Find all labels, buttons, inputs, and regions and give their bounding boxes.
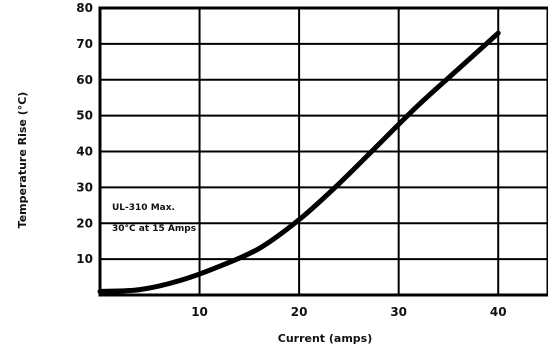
y-tick-label: 10 xyxy=(76,252,93,266)
y-tick-label: 40 xyxy=(76,145,93,159)
x-tick-label: 20 xyxy=(291,305,308,319)
y-axis-label: Temperature Rise (°C) xyxy=(16,92,29,229)
y-tick-label: 80 xyxy=(76,1,93,15)
y-tick-label: 60 xyxy=(76,73,93,87)
x-tick-label: 30 xyxy=(390,305,407,319)
x-tick-label: 40 xyxy=(490,305,507,319)
x-tick-labels: 10 20 30 40 xyxy=(191,305,506,319)
y-tick-label: 30 xyxy=(76,180,93,194)
y-tick-labels: 10 20 30 40 50 60 70 80 xyxy=(76,1,93,266)
annotation-line-1: UL-310 Max. xyxy=(112,203,175,213)
y-tick-label: 50 xyxy=(76,109,93,123)
x-axis-label: Current (amps) xyxy=(278,332,373,345)
annotation-line-2: 30°C at 15 Amps xyxy=(112,224,196,234)
grid-lines xyxy=(100,7,548,295)
series-group xyxy=(97,30,501,294)
y-tick-label: 70 xyxy=(76,37,93,51)
series-line xyxy=(97,30,501,294)
y-tick-label: 20 xyxy=(76,216,93,230)
x-tick-label: 10 xyxy=(191,305,208,319)
